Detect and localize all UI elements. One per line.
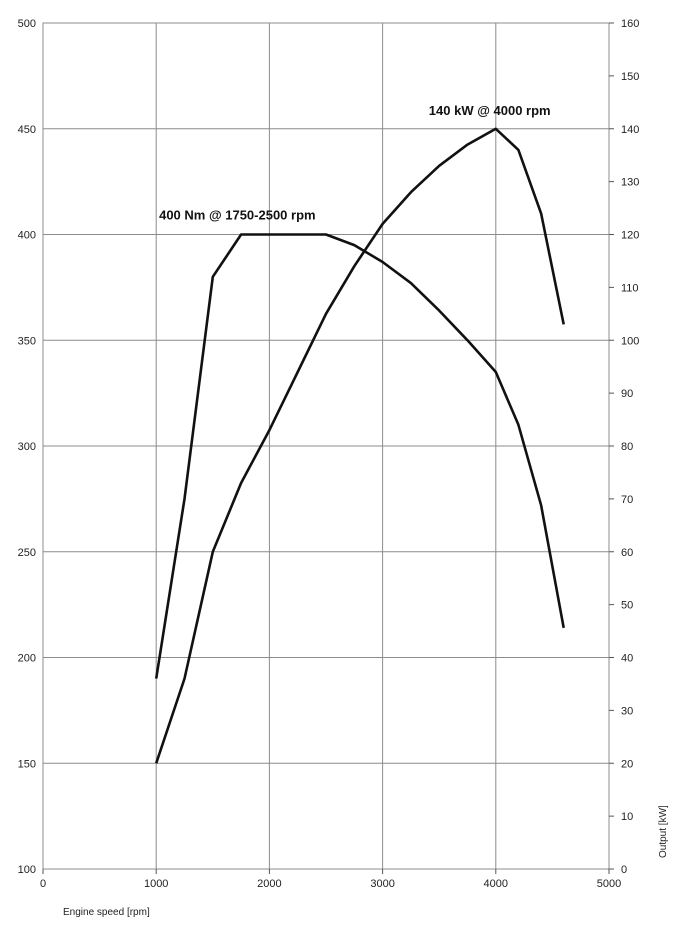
y-right-tick-label: 90 [621, 388, 633, 400]
y-left-tick-label: 450 [18, 124, 36, 136]
annotations: 400 Nm @ 1750-2500 rpm 140 kW @ 4000 rpm [159, 103, 550, 223]
x-tick-label: 0 [40, 878, 46, 890]
y-left-tick-label: 300 [18, 441, 36, 453]
y-right-tick-label: 60 [621, 547, 633, 559]
y-right-tick-label: 40 [621, 653, 633, 665]
series-lines [154, 127, 565, 764]
torque-line [154, 233, 565, 679]
x-tick-label: 2000 [257, 878, 281, 890]
power-line [154, 127, 565, 764]
y-right-tick-label: 70 [621, 494, 633, 506]
y-right-tick-label: 110 [621, 282, 639, 294]
y-left-tick-label: 400 [18, 230, 36, 242]
x-tick-label: 1000 [144, 878, 168, 890]
y-axis-right-title: Output [kW] [658, 805, 669, 858]
y-axis-right-ticks: 0 10 20 30 40 50 60 70 80 90 100 110 120 130 140 150 160 [609, 18, 639, 876]
x-tick-label: 3000 [370, 878, 394, 890]
y-right-tick-label: 160 [621, 18, 639, 30]
y-right-tick-label: 150 [621, 71, 639, 83]
y-left-tick-label: 500 [18, 18, 36, 30]
annotation-peak-torque: 400 Nm @ 1750-2500 rpm [159, 208, 316, 223]
y-right-tick-label: 10 [621, 811, 633, 823]
y-right-tick-label: 80 [621, 441, 633, 453]
grid-lines [42, 22, 610, 870]
y-left-tick-label: 250 [18, 547, 36, 559]
x-axis-title: Engine speed [rpm] [63, 907, 150, 918]
y-right-tick-label: 100 [621, 335, 639, 347]
y-axis-left-ticks: 100 150 200 250 300 350 400 450 500 [18, 18, 36, 876]
y-right-tick-label: 140 [621, 124, 639, 136]
y-left-tick-label: 350 [18, 335, 36, 347]
y-right-tick-label: 20 [621, 758, 633, 770]
y-right-tick-label: 130 [621, 177, 639, 189]
x-tick-label: 4000 [484, 878, 508, 890]
annotation-peak-power: 140 kW @ 4000 rpm [429, 103, 551, 118]
x-axis-ticks: 0 1000 2000 3000 4000 5000 [40, 869, 621, 890]
x-tick-label: 5000 [597, 878, 621, 890]
y-left-tick-label: 100 [18, 864, 36, 876]
y-right-tick-label: 0 [621, 864, 627, 876]
y-left-tick-label: 200 [18, 653, 36, 665]
y-right-tick-label: 50 [621, 600, 633, 612]
y-left-tick-label: 150 [18, 758, 36, 770]
y-right-tick-label: 120 [621, 230, 639, 242]
y-right-tick-label: 30 [621, 705, 633, 717]
